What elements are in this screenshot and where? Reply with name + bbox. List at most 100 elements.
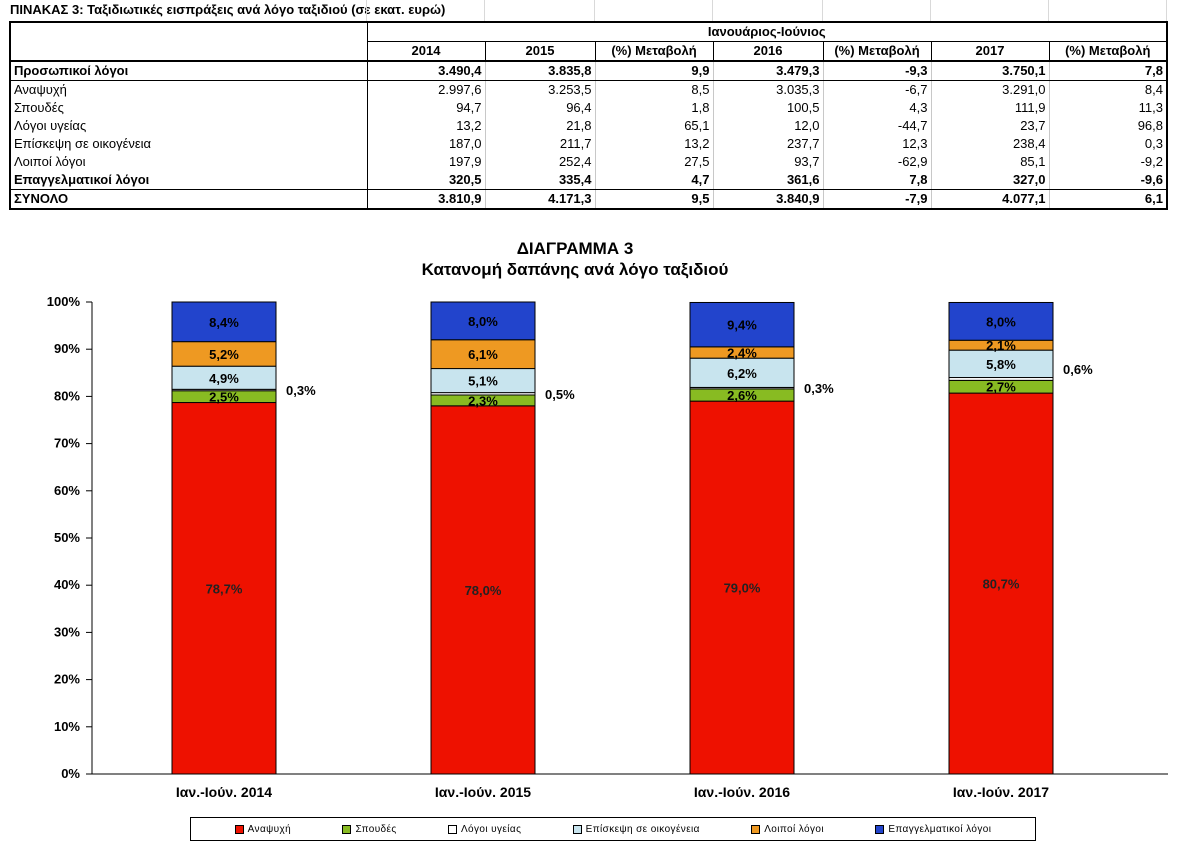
period-header: Ιανουάριος-Ιούνιος xyxy=(366,22,1167,42)
data-label: 2,5% xyxy=(209,390,239,405)
data-label: 5,2% xyxy=(209,347,239,362)
legend-label: Λοιποί λόγοι xyxy=(764,823,824,835)
y-tick-label: 40% xyxy=(54,577,80,592)
table-cell: 96,4 xyxy=(484,99,595,117)
table-cell: 23,7 xyxy=(930,117,1049,135)
bars xyxy=(171,301,1054,775)
table-cell: 9,9 xyxy=(594,61,713,81)
table-cell: 93,7 xyxy=(712,153,823,171)
y-tick-label: 70% xyxy=(54,436,80,451)
legend-swatch xyxy=(572,824,582,834)
legend-item: Αναψυχή xyxy=(234,824,291,835)
column-header: 2014 xyxy=(366,41,485,62)
y-tick-label: 80% xyxy=(54,388,80,403)
table-cell: 8,4 xyxy=(1048,80,1167,99)
table-cell: 3.479,3 xyxy=(712,61,823,81)
y-tick-label: 90% xyxy=(54,341,80,356)
table-cell: 3.035,3 xyxy=(712,80,823,99)
category-label: Ιαν.-Ιούν. 2014 xyxy=(176,784,272,800)
table-cell: 100,5 xyxy=(712,99,823,117)
bar-segment xyxy=(689,357,795,388)
table-cell: -44,7 xyxy=(822,117,931,135)
table-cell: 94,7 xyxy=(366,99,485,117)
table-cell: 3.750,1 xyxy=(930,61,1049,81)
table-row: Προσωπικοί λόγοι 3.490,4 3.835,8 9,9 3.479,3… xyxy=(10,61,1167,81)
data-label: 8,0% xyxy=(468,314,498,329)
table-cell: -62,9 xyxy=(822,153,931,171)
table-cell: 65,1 xyxy=(594,117,713,135)
data-label: 0,3% xyxy=(286,383,316,398)
data-label: 2,7% xyxy=(986,380,1016,395)
table-cell: 12,3 xyxy=(822,135,931,153)
row-label: Λόγοι υγείας xyxy=(14,118,87,133)
legend-item: Επίσκεψη σε οικογένεια xyxy=(572,824,700,835)
y-tick-label: 30% xyxy=(54,624,80,639)
chart-subtitle: Κατανομή δαπάνης ανά λόγο ταξιδιού xyxy=(422,260,729,279)
data-label: 9,4% xyxy=(727,318,757,333)
row-label: Προσωπικοί λόγοι xyxy=(10,61,367,81)
bar-segment xyxy=(171,402,277,775)
table-cell: 3.291,0 xyxy=(930,80,1049,99)
table-row: Σπουδές 94,7 96,4 1,8 100,5 4,3 111,9 11,3 xyxy=(10,99,1167,117)
data-label: 8,4% xyxy=(209,315,239,330)
table-cell: 6,1 xyxy=(1048,189,1167,209)
category-label: Ιαν.-Ιούν. 2015 xyxy=(435,784,531,800)
column-header-row: 2014 2015 (%) Μεταβολή 2016 (%) Μεταβολή… xyxy=(10,41,1167,62)
table-cell: 3.840,9 xyxy=(712,189,823,209)
column-header: 2016 xyxy=(712,41,823,62)
table-cell: 335,4 xyxy=(484,171,595,190)
table-cell: 7,8 xyxy=(822,171,931,190)
bar-segment xyxy=(948,301,1054,341)
data-label: 6,1% xyxy=(468,347,498,362)
category-label: Ιαν.-Ιούν. 2016 xyxy=(694,784,790,800)
bar-segment xyxy=(689,400,795,775)
legend-swatch xyxy=(875,824,885,834)
data-label: 80,7% xyxy=(983,577,1020,592)
y-tick-label: 100% xyxy=(47,294,81,309)
data-label: 78,7% xyxy=(206,581,243,596)
column-header: 2015 xyxy=(484,41,595,62)
data-label: 4,9% xyxy=(209,371,239,386)
data-label: 0,6% xyxy=(1063,362,1093,377)
column-header: (%) Μεταβολή xyxy=(1048,41,1167,62)
data-label: 2,4% xyxy=(727,346,757,361)
table-row: Επίσκεψη σε οικογένεια 187,0 211,7 13,2 237,… xyxy=(10,135,1167,153)
table-row: Λόγοι υγείας 13,2 21,8 65,1 12,0 -44,7 23,7 96,… xyxy=(10,117,1167,135)
table-cell: -9,6 xyxy=(1048,171,1167,190)
table-row: Αναψυχή 2.997,6 3.253,5 8,5 3.035,3 -6,7 3.291… xyxy=(10,80,1167,99)
table-cell: 85,1 xyxy=(930,153,1049,171)
y-tick-label: 20% xyxy=(54,672,80,687)
table-cell: -9,2 xyxy=(1048,153,1167,171)
legend-item: Λοιποί λόγοι xyxy=(751,824,824,835)
row-label: Επίσκεψη σε οικογένεια xyxy=(14,136,152,151)
row-label: Λοιποί λόγοι xyxy=(14,154,86,169)
legend-item: Σπουδές xyxy=(342,824,396,835)
data-label: 0,3% xyxy=(804,381,834,396)
table-cell: 8,5 xyxy=(594,80,713,99)
bar-segment xyxy=(430,368,536,394)
y-tick-label: 60% xyxy=(54,483,80,498)
table-cell: 13,2 xyxy=(594,135,713,153)
y-tick-label: 50% xyxy=(54,530,80,545)
table-cell: -7,9 xyxy=(822,189,931,209)
data-table: Ιανουάριος-Ιούνιος 2014 2015 (%) Μεταβολ… xyxy=(9,21,1168,210)
data-labels: 78,7% 2,5% 0,3% 4,9% 5,2% 8,4% 78,0% 2,3% 0,5% 5,… xyxy=(206,314,1094,598)
bar-segment xyxy=(430,339,536,370)
legend-label: Επαγγελματικοί λόγοι xyxy=(888,823,992,835)
y-ticks: 0% 10% 20% 30% 40% 50% 60% 70% 80% 90% 100% xyxy=(47,294,92,781)
table-cell: 0,3 xyxy=(1048,135,1167,153)
legend-label: Λόγοι υγείας xyxy=(460,823,522,835)
table-cell: 12,0 xyxy=(712,117,823,135)
table-cell: 111,9 xyxy=(930,99,1049,117)
row-label: Αναψυχή xyxy=(14,82,67,97)
table-cell: 320,5 xyxy=(366,171,485,190)
table-cell: 13,2 xyxy=(366,117,485,135)
bar-segment xyxy=(171,301,277,343)
data-label: 2,1% xyxy=(986,338,1016,353)
column-header: 2017 xyxy=(930,41,1049,62)
y-tick-label: 0% xyxy=(61,766,80,781)
period-header-row: Ιανουάριος-Ιούνιος xyxy=(10,22,1167,42)
table-cell: 3.810,9 xyxy=(366,189,485,209)
chart-legend: Αναψυχή Σπουδές Λόγοι υγείας Επίσκεψη σε οι… xyxy=(190,817,1036,841)
category-labels: Ιαν.-Ιούν. 2014 Ιαν.-Ιούν. 2015 Ιαν.-Ιούν.… xyxy=(176,784,1049,800)
